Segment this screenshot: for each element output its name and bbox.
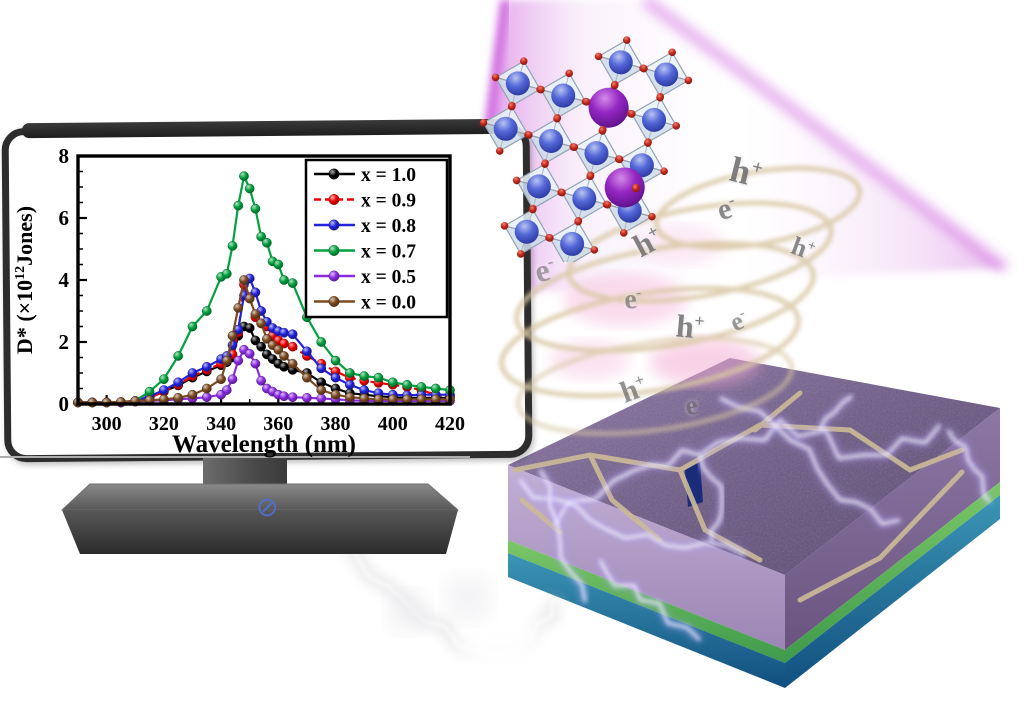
oxygen-atom <box>479 119 488 127</box>
series-line-x=0.0 <box>78 278 450 404</box>
octahedron <box>642 51 690 98</box>
b-site-sphere <box>493 116 518 141</box>
octahedron <box>494 60 542 107</box>
monitor-bottom-edge <box>0 456 470 458</box>
svg-text:400: 400 <box>378 413 408 435</box>
oxygen-atom <box>594 52 603 61</box>
oxygen-atom <box>615 155 624 164</box>
b-site-sphere <box>654 62 679 87</box>
b-site-sphere <box>526 174 551 199</box>
prohibition-icon: ⊘ <box>256 492 279 523</box>
oxygen-atom <box>491 73 500 82</box>
b-site-sphere <box>584 141 609 166</box>
x-axis-label: Wavelength (nm) <box>172 431 356 458</box>
legend-label: x = 0.9 <box>361 191 416 212</box>
monitor-stand-neck <box>203 458 287 486</box>
oxygen-atom <box>553 114 561 123</box>
svg-text:320: 320 <box>149 413 179 435</box>
svg-text:340: 340 <box>206 413 236 435</box>
svg-text:300: 300 <box>92 413 122 435</box>
oxygen-atom <box>525 131 533 139</box>
photodetector-device-illustration <box>508 358 1000 688</box>
b-site-sphere <box>539 128 564 153</box>
oxygen-atom <box>586 172 595 181</box>
oxygen-atom <box>656 93 664 102</box>
legend-label: x = 1.0 <box>361 165 416 186</box>
svg-text:420: 420 <box>435 413 465 435</box>
oxygen-atom <box>519 57 528 65</box>
b-site-sphere <box>551 83 576 108</box>
a-site-purple-sphere <box>588 87 629 128</box>
octahedron <box>572 130 621 177</box>
oxygen-atom <box>558 188 566 197</box>
oxygen-atom <box>628 110 636 118</box>
oxygen-atom <box>598 127 607 135</box>
smoke-trail <box>314 490 590 698</box>
svg-text:6: 6 <box>59 206 70 230</box>
oxygen-atom <box>582 97 591 106</box>
series-line-x=0.7 <box>78 175 451 404</box>
oxygen-atom <box>672 122 681 130</box>
legend-label: x = 0.8 <box>361 216 416 237</box>
series-line-x=0.8 <box>78 277 450 404</box>
oxygen-atom <box>512 176 521 185</box>
oxygen-atom <box>507 102 516 111</box>
svg-text:380: 380 <box>321 413 351 435</box>
oxygen-atom <box>528 205 537 214</box>
octahedron <box>630 96 678 143</box>
oxygen-atom <box>546 234 554 242</box>
b-site-sphere <box>505 71 530 96</box>
octahedron <box>539 72 588 119</box>
monitor-stand-base <box>61 483 459 554</box>
oxygen-atom <box>565 69 573 78</box>
b-site-sphere <box>642 107 667 132</box>
dstar-wavelength-chart: 300 320 340 360 380 400 420 0 2 4 6 8 Wavelength (nm… <box>14 146 465 458</box>
y-axis-label: D* (×1012Jones) <box>14 206 37 354</box>
octahedron <box>502 208 551 255</box>
octahedron <box>481 105 530 152</box>
oxygen-atom <box>610 81 619 90</box>
oxygen-atom <box>631 184 640 193</box>
svg-text:8: 8 <box>59 146 70 168</box>
svg-text:0: 0 <box>59 392 70 416</box>
hole-label: h+ <box>674 307 706 345</box>
oxygen-atom <box>622 36 631 44</box>
perovskite-crystal-illustration <box>479 36 693 262</box>
oxygen-atom <box>644 139 652 147</box>
oxygen-atom <box>570 143 579 151</box>
chart-legend: x = 1.0 x = 0.9 x = 0.8 x = 0.7 x = 0.5 x = 0… <box>304 158 449 319</box>
legend-label: x = 0.7 <box>361 242 416 263</box>
oxygen-atom <box>640 64 648 73</box>
oxygen-atom <box>495 147 504 155</box>
octahedron <box>560 175 609 222</box>
octahedron <box>597 39 645 86</box>
svg-text:360: 360 <box>263 413 293 435</box>
octahedron <box>515 163 563 210</box>
svg-text:2: 2 <box>59 330 70 354</box>
octahedron <box>527 117 575 164</box>
b-site-sphere <box>514 219 539 244</box>
a-site-purple-sphere <box>604 167 645 208</box>
legend-label: x = 0.5 <box>361 267 416 288</box>
oxygen-atom <box>541 160 549 168</box>
b-site-sphere <box>608 50 633 75</box>
oxygen-atom <box>537 85 545 94</box>
oxygen-atom <box>500 222 509 230</box>
legend-label: x = 0.0 <box>361 293 416 314</box>
svg-text:4: 4 <box>59 268 70 292</box>
lightning-discharge <box>517 393 993 643</box>
electron-label: e- <box>622 283 642 316</box>
oxygen-atom <box>684 76 693 85</box>
oxygen-atom <box>668 48 676 57</box>
